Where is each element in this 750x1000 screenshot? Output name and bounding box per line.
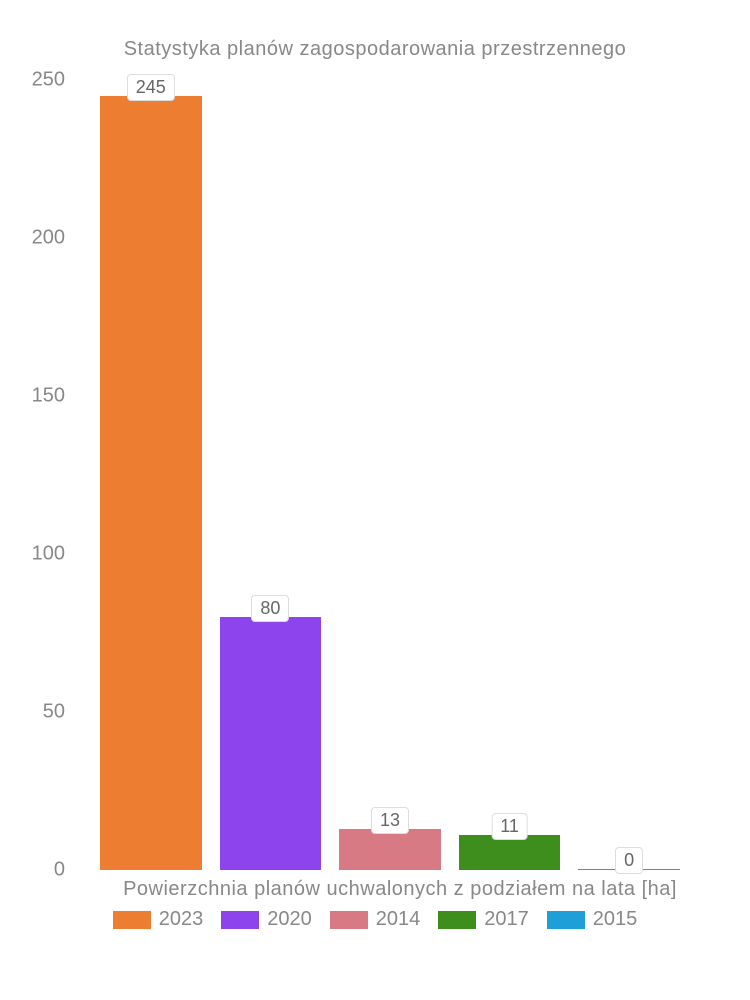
y-tick-label: 50 <box>15 701 65 724</box>
bar-value-label: 11 <box>491 813 528 840</box>
legend-item-2015: 2015 <box>547 908 638 931</box>
legend-label: 2014 <box>376 908 421 931</box>
x-axis-label: Powierzchnia planów uchwalonych z podzia… <box>80 878 720 901</box>
bar-2015: 0 <box>578 869 680 870</box>
legend-item-2023: 2023 <box>113 908 204 931</box>
bar-2014: 13 <box>339 829 441 870</box>
y-tick-label: 150 <box>15 385 65 408</box>
plot-area: 250 200 150 100 50 0 245 80 13 11 0 <box>80 80 720 870</box>
bars-group: 245 80 13 11 0 <box>80 80 720 870</box>
bar-value-label: 245 <box>127 74 175 101</box>
legend: 2023 2020 2014 2017 2015 <box>0 908 750 931</box>
legend-label: 2020 <box>267 908 312 931</box>
legend-item-2017: 2017 <box>438 908 529 931</box>
legend-label: 2023 <box>159 908 204 931</box>
legend-item-2014: 2014 <box>330 908 421 931</box>
y-tick-label: 0 <box>15 859 65 882</box>
bar-2017: 11 <box>459 835 561 870</box>
bar-2023: 245 <box>100 96 202 870</box>
legend-swatch <box>438 911 476 929</box>
chart-container: Statystyka planów zagospodarowania przes… <box>0 0 750 1000</box>
legend-label: 2017 <box>484 908 529 931</box>
bar-value-label: 13 <box>371 807 409 834</box>
legend-swatch <box>113 911 151 929</box>
legend-swatch <box>547 911 585 929</box>
bar-value-label: 80 <box>251 595 289 622</box>
y-tick-label: 100 <box>15 543 65 566</box>
chart-title: Statystyka planów zagospodarowania przes… <box>0 38 750 61</box>
bar-2020: 80 <box>220 617 322 870</box>
y-tick-label: 200 <box>15 227 65 250</box>
legend-swatch <box>221 911 259 929</box>
bar-value-label: 0 <box>615 847 643 874</box>
y-tick-label: 250 <box>15 69 65 92</box>
legend-item-2020: 2020 <box>221 908 312 931</box>
legend-label: 2015 <box>593 908 638 931</box>
legend-swatch <box>330 911 368 929</box>
